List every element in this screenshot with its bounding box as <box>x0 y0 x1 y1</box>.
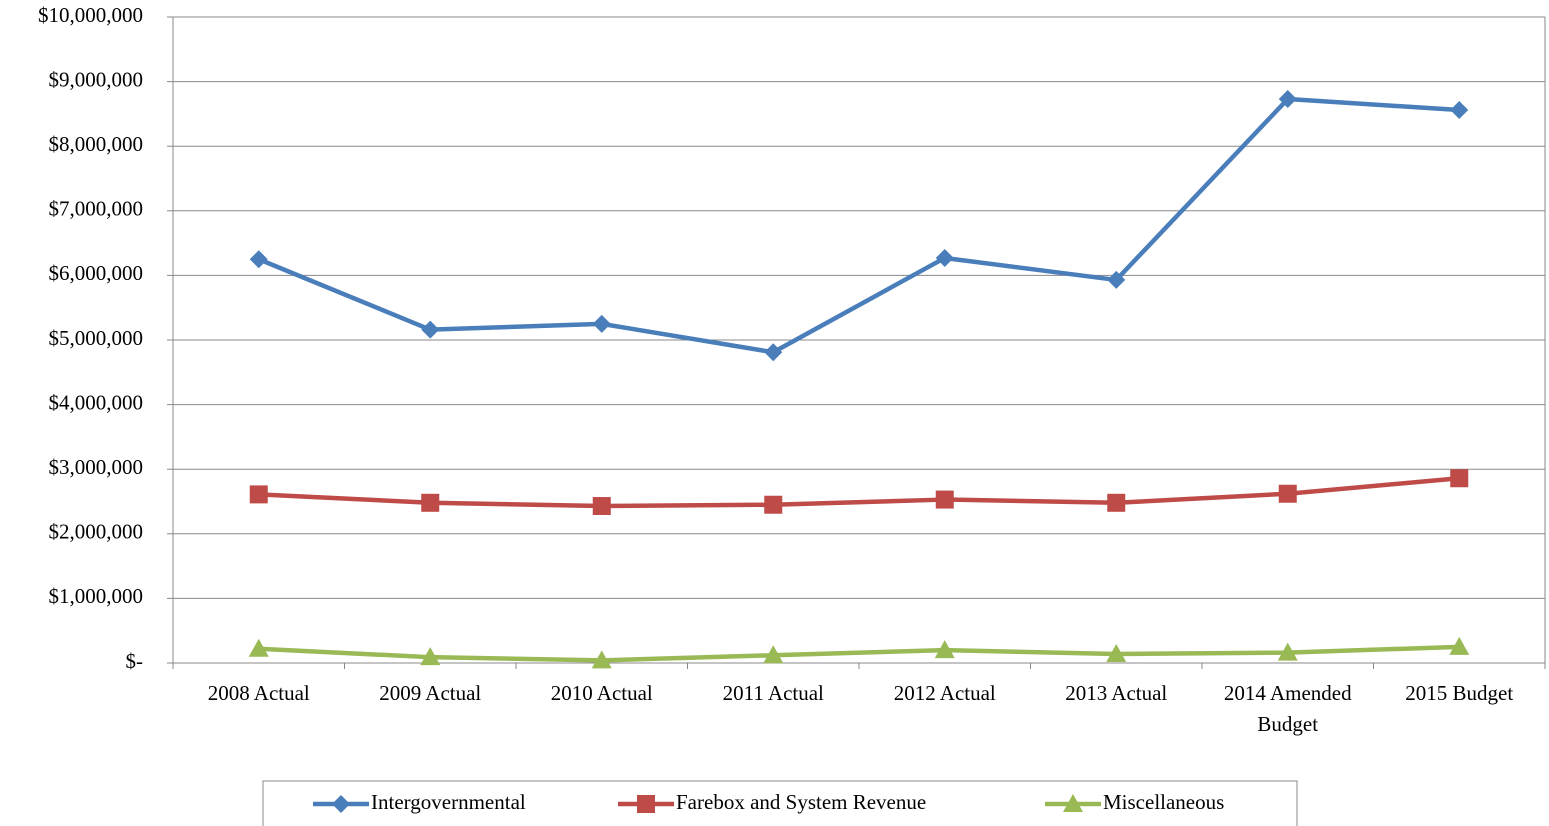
x-tick-label: 2010 Actual <box>550 681 653 705</box>
x-tick-label: 2012 Actual <box>893 681 996 705</box>
y-tick-label: $8,000,000 <box>49 132 144 156</box>
y-tick-label: $10,000,000 <box>38 3 143 27</box>
marker <box>592 314 611 333</box>
y-tick-label: $3,000,000 <box>49 455 144 479</box>
marker <box>249 250 268 269</box>
marker <box>637 795 655 813</box>
y-tick-label: $1,000,000 <box>49 584 144 608</box>
marker <box>592 497 611 516</box>
x-tick-label: 2009 Actual <box>379 681 482 705</box>
y-tick-label: $- <box>126 649 144 673</box>
marker <box>934 640 955 659</box>
y-tick-label: $7,000,000 <box>49 197 144 221</box>
series-line <box>258 476 1460 509</box>
x-tick-label: 2008 Actual <box>207 681 310 705</box>
y-tick-label: $9,000,000 <box>49 67 144 91</box>
marker <box>1450 101 1469 120</box>
legend-label: Intergovernmental <box>371 790 526 814</box>
legend-label: Farebox and System Revenue <box>676 790 926 814</box>
marker <box>248 638 269 657</box>
marker <box>1450 469 1469 488</box>
x-tick-label: 2015 Budget <box>1405 681 1514 705</box>
y-tick-label: $6,000,000 <box>49 261 144 285</box>
marker <box>1277 642 1298 661</box>
series-line <box>257 96 1460 355</box>
marker <box>421 493 440 512</box>
marker <box>249 485 268 504</box>
marker <box>332 795 350 813</box>
marker <box>935 490 954 509</box>
y-tick-label: $4,000,000 <box>49 390 144 414</box>
marker <box>1278 484 1297 503</box>
marker <box>1107 270 1126 289</box>
marker <box>1278 90 1297 109</box>
legend-item: Intergovernmental <box>313 790 526 814</box>
series-line <box>258 644 1460 663</box>
marker <box>420 647 441 666</box>
marker <box>591 650 612 669</box>
marker <box>763 645 784 664</box>
marker <box>764 495 783 514</box>
legend-item: Miscellaneous <box>1045 790 1224 814</box>
legend-label: Miscellaneous <box>1103 790 1224 814</box>
marker <box>1106 643 1127 662</box>
marker <box>421 320 440 339</box>
marker <box>764 343 783 362</box>
x-tick-label: 2014 Amended Budget <box>1223 681 1352 736</box>
legend-item: Farebox and System Revenue <box>618 790 926 814</box>
marker <box>1107 493 1126 512</box>
x-tick-label: 2011 Actual <box>722 681 824 705</box>
marker <box>1449 636 1470 655</box>
x-tick-label: 2013 Actual <box>1065 681 1168 705</box>
y-tick-label: $2,000,000 <box>49 520 144 544</box>
marker <box>935 248 954 267</box>
legend-box <box>262 780 1298 826</box>
marker <box>1063 794 1083 812</box>
y-tick-label: $5,000,000 <box>49 326 144 350</box>
